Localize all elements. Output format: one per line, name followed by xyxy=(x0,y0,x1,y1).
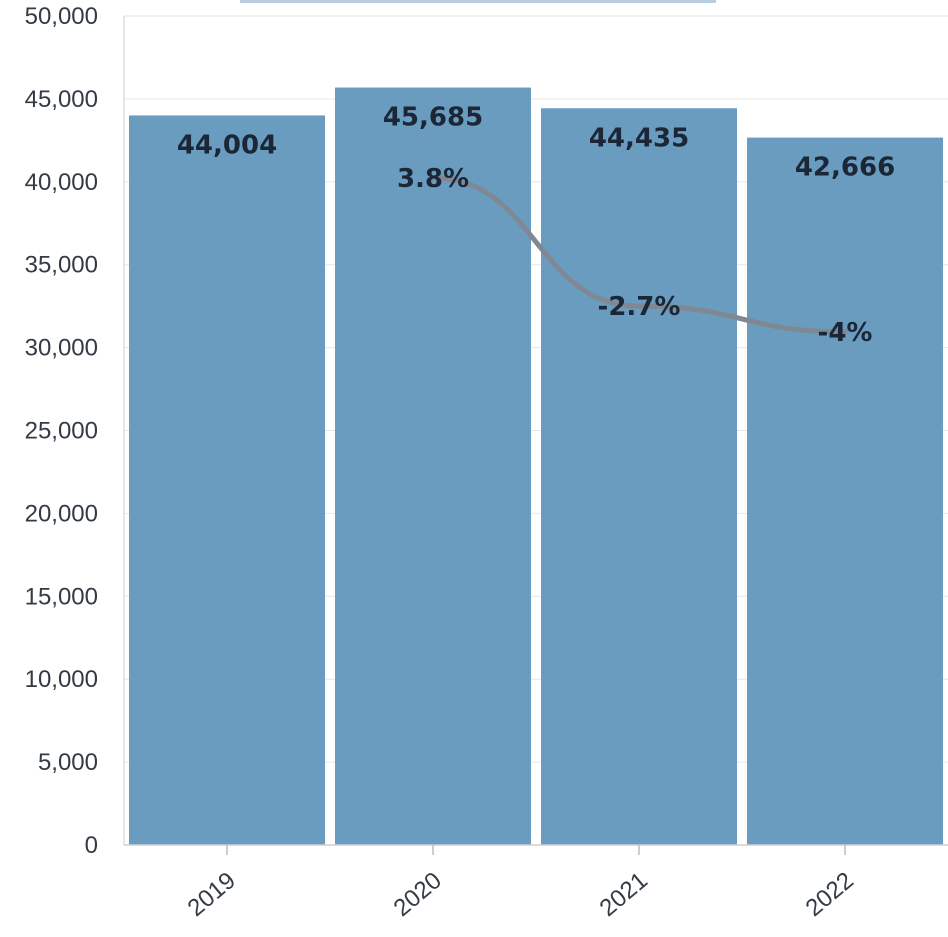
x-tick-label: 2020 xyxy=(389,867,447,922)
y-tick-label: 10,000 xyxy=(25,666,98,693)
bar-value-label: 44,435 xyxy=(589,123,689,153)
x-tick-label: 2022 xyxy=(801,867,859,922)
title-strip xyxy=(240,0,716,3)
y-tick-label: 5,000 xyxy=(38,749,98,776)
y-tick-label: 30,000 xyxy=(25,335,98,362)
y-tick-label: 40,000 xyxy=(25,169,98,196)
percent-change-line xyxy=(430,175,848,335)
bar xyxy=(129,115,325,845)
bar-value-label: 42,666 xyxy=(795,153,895,183)
y-tick-label: 15,000 xyxy=(25,583,98,610)
bar xyxy=(335,87,531,845)
percent-change-label: -4% xyxy=(818,318,873,348)
y-tick-label: 45,000 xyxy=(25,86,98,113)
percent-change-label: -2.7% xyxy=(598,292,681,322)
bar-value-label: 44,004 xyxy=(177,130,277,160)
y-tick-label: 50,000 xyxy=(25,3,98,30)
percent-change-label: 3.8% xyxy=(397,164,469,194)
x-tick-label: 2019 xyxy=(183,867,241,922)
bar xyxy=(747,137,943,845)
y-tick-label: 20,000 xyxy=(25,500,98,527)
x-tick-label: 2021 xyxy=(595,867,653,922)
y-tick-label: 35,000 xyxy=(25,252,98,279)
bar-value-label: 45,685 xyxy=(383,103,483,133)
bar xyxy=(541,108,737,845)
y-tick-label: 25,000 xyxy=(25,418,98,445)
y-tick-label: 0 xyxy=(85,832,98,859)
